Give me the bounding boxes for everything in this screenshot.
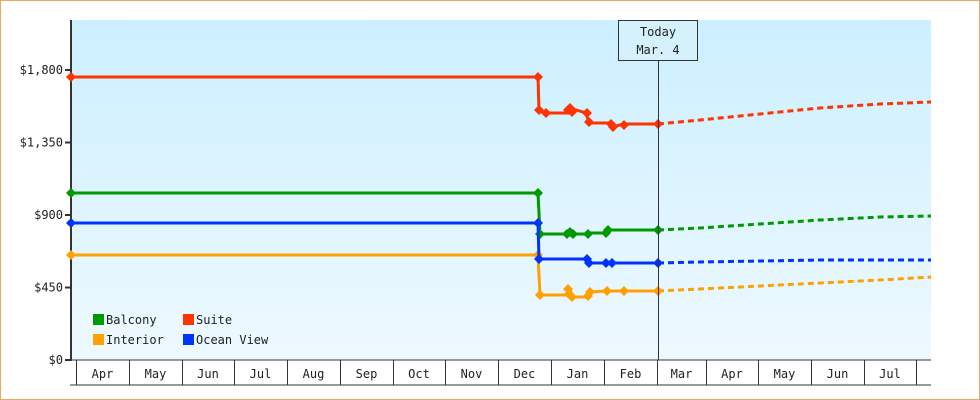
data-point[interactable] xyxy=(619,120,629,130)
data-point[interactable] xyxy=(607,258,617,268)
x-tick-label: Nov xyxy=(461,367,483,381)
x-tick-label: Dec xyxy=(514,367,536,381)
x-tick-label: May xyxy=(774,367,796,381)
data-point[interactable] xyxy=(533,188,543,198)
x-tick-label: Jun xyxy=(827,367,849,381)
data-point[interactable] xyxy=(608,122,618,132)
x-tick-label: Apr xyxy=(92,367,114,381)
plot-area xyxy=(71,20,931,360)
x-tick-label: Feb xyxy=(620,367,642,381)
legend-item-suite[interactable]: Suite xyxy=(183,313,232,327)
x-tick-label: Apr xyxy=(721,367,743,381)
legend-label: Suite xyxy=(196,313,232,327)
x-tick-label: Jul xyxy=(250,367,272,381)
series-interior xyxy=(66,250,932,302)
data-point[interactable] xyxy=(66,218,76,228)
data-point[interactable] xyxy=(582,108,592,118)
x-tick-label: Oct xyxy=(408,367,430,381)
legend-item-interior[interactable]: Interior xyxy=(93,333,164,347)
legend-label: Ocean View xyxy=(196,333,269,347)
series-ocean-view xyxy=(66,218,931,268)
data-point[interactable] xyxy=(567,292,577,302)
data-point[interactable] xyxy=(534,254,544,264)
data-point[interactable] xyxy=(66,250,76,260)
y-tick-label: $450 xyxy=(34,281,63,295)
legend-swatch xyxy=(93,334,104,345)
legend-item-ocean-view[interactable]: Ocean View xyxy=(183,333,269,347)
data-point[interactable] xyxy=(533,72,543,82)
data-point[interactable] xyxy=(567,107,577,117)
legend: Balcony Suite Interior Ocean View xyxy=(93,313,269,347)
x-tick-label: May xyxy=(145,367,167,381)
legend-swatch xyxy=(183,314,194,325)
data-point[interactable] xyxy=(535,290,545,300)
x-tick-label: Jun xyxy=(197,367,219,381)
data-point[interactable] xyxy=(568,229,578,239)
y-tick-label: $1,800 xyxy=(20,63,63,77)
y-tick-label: $900 xyxy=(34,208,63,222)
today-label: Today xyxy=(640,25,676,39)
x-tick-label: Jan xyxy=(567,367,589,381)
legend-label: Interior xyxy=(106,333,164,347)
today-label-box xyxy=(618,20,698,61)
data-point[interactable] xyxy=(66,188,76,198)
data-point[interactable] xyxy=(585,287,595,297)
data-point[interactable] xyxy=(541,108,551,118)
projection-line-ocean-view xyxy=(657,258,931,265)
data-point[interactable] xyxy=(619,286,629,296)
data-point[interactable] xyxy=(583,229,593,239)
data-point[interactable] xyxy=(584,117,594,127)
data-point[interactable] xyxy=(603,225,613,235)
legend-swatch xyxy=(183,334,194,345)
legend-swatch xyxy=(93,314,104,325)
legend-item-balcony[interactable]: Balcony xyxy=(93,313,157,327)
data-point[interactable] xyxy=(584,258,594,268)
x-tick-label: Aug xyxy=(303,367,325,381)
x-tick-label: Mar xyxy=(671,367,693,381)
data-point[interactable] xyxy=(602,286,612,296)
data-point[interactable] xyxy=(601,258,611,268)
series-line-ocean-view xyxy=(71,221,658,265)
y-tick-label: $1,350 xyxy=(20,136,63,150)
today-date: Mar. 4 xyxy=(636,43,679,57)
data-point[interactable] xyxy=(66,72,76,82)
y-tick-label: $0 xyxy=(49,353,63,367)
data-point[interactable] xyxy=(533,218,543,228)
legend-label: Balcony xyxy=(106,313,157,327)
projection-line-interior xyxy=(657,275,932,293)
x-tick-label: Jul xyxy=(879,367,901,381)
x-tick-label: Sep xyxy=(356,367,378,381)
projection-line-suite xyxy=(657,100,932,126)
projection-line-balcony xyxy=(657,214,932,232)
